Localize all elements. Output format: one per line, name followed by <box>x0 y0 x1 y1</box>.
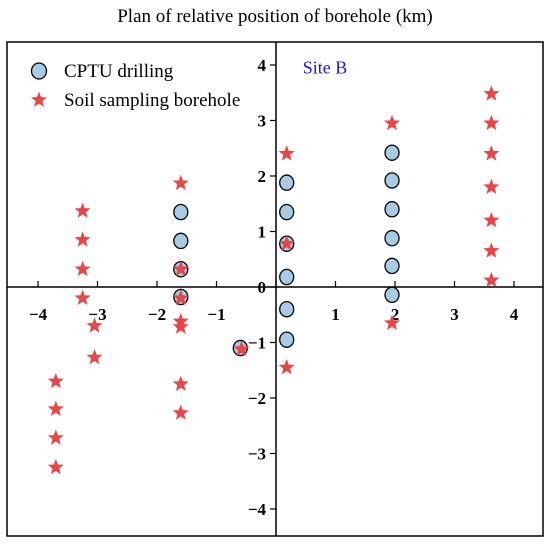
x-tick-label: −1 <box>207 305 225 324</box>
soil-point <box>74 260 91 277</box>
cptu-point <box>279 174 295 191</box>
cptu-point <box>279 268 295 286</box>
soil-point <box>74 202 91 218</box>
soil-point <box>278 235 295 251</box>
soil-point <box>172 318 189 334</box>
soil-point <box>172 260 189 277</box>
cptu-point <box>279 203 295 221</box>
plot-frame <box>6 41 544 537</box>
soil-point <box>47 372 64 389</box>
soil-point <box>483 85 500 101</box>
series-soil <box>47 85 500 475</box>
cptu-point <box>384 286 400 304</box>
y-tick-label: −3 <box>248 445 266 464</box>
cptu-point <box>384 144 400 161</box>
soil-point <box>172 289 189 305</box>
x-tick-label: −2 <box>148 305 166 324</box>
cptu-point <box>384 201 400 218</box>
soil-point <box>483 242 500 258</box>
soil-point <box>383 314 401 330</box>
x-tick-label: −4 <box>29 305 48 324</box>
soil-point <box>47 429 64 445</box>
y-tick-label: 2 <box>258 167 267 186</box>
x-tick-label: 4 <box>510 305 519 324</box>
soil-point <box>172 375 189 391</box>
soil-point <box>483 178 500 194</box>
chart-title: Plan of relative position of borehole (k… <box>117 6 433 27</box>
soil-point <box>233 340 250 357</box>
cptu-point <box>173 232 189 250</box>
series-cptu <box>173 144 400 357</box>
x-tick-label: 1 <box>331 305 340 324</box>
cptu-point <box>384 229 400 247</box>
soil-point <box>86 317 103 333</box>
x-tick-label: 3 <box>450 305 459 324</box>
y-tick-label: 0 <box>258 278 267 297</box>
site-label: Site B <box>303 57 348 77</box>
soil-point <box>47 458 64 475</box>
cptu-point <box>279 300 295 318</box>
soil-point <box>483 271 500 288</box>
x-tick-label: 2 <box>391 305 400 324</box>
soil-point <box>47 400 64 416</box>
legend-label: Soil sampling borehole <box>64 90 240 111</box>
legend-label: CPTU drilling <box>64 61 174 82</box>
soil-point <box>86 348 103 365</box>
soil-point <box>278 145 295 161</box>
legend-marker <box>30 62 48 80</box>
y-tick-label: 4 <box>258 56 267 75</box>
soil-point <box>172 404 189 420</box>
cptu-point <box>173 203 189 221</box>
legend-marker <box>30 91 48 107</box>
y-tick-label: −4 <box>248 500 267 519</box>
cptu-point <box>384 172 400 189</box>
soil-point <box>74 231 91 247</box>
soil-point <box>278 358 295 375</box>
y-tick-label: 3 <box>258 112 267 131</box>
cptu-point <box>384 257 400 275</box>
y-tick-label: −2 <box>248 389 266 408</box>
soil-point <box>383 114 401 131</box>
soil-point <box>74 289 91 305</box>
soil-point <box>483 145 500 161</box>
y-tick-label: −1 <box>248 334 266 353</box>
cptu-point <box>279 331 295 348</box>
soil-point <box>483 211 500 228</box>
y-tick-label: 1 <box>258 223 267 242</box>
soil-point <box>483 114 500 131</box>
x-tick-label: −3 <box>88 305 106 324</box>
soil-point <box>172 174 189 191</box>
